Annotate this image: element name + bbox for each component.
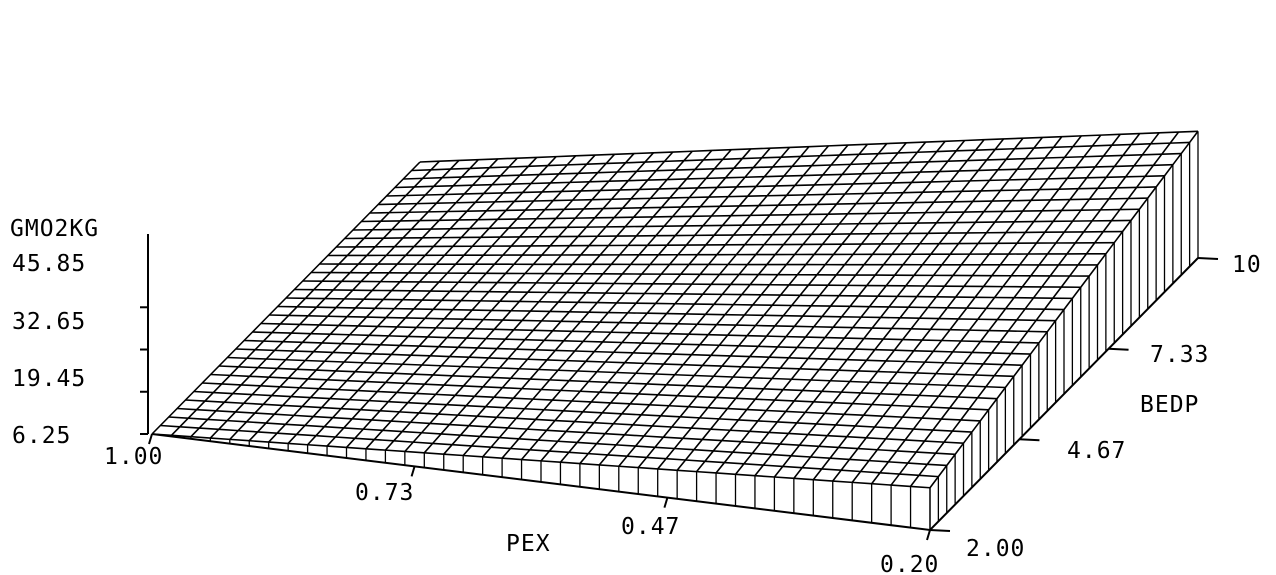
y-axis-label: BEDP	[1140, 392, 1199, 418]
surface-mesh	[151, 130, 1199, 532]
mesh-line-pex	[520, 146, 791, 461]
mesh-line-pex	[384, 152, 654, 451]
x-axis-label: PEX	[506, 531, 551, 557]
mesh-line-pex	[307, 155, 577, 446]
x-tick-label: 0.73	[355, 480, 414, 506]
mesh-line-pex	[151, 161, 421, 435]
x-tick-label: 0.47	[621, 514, 680, 540]
mesh-line-pex	[268, 156, 538, 443]
mesh-line-pex	[248, 157, 518, 442]
y-axis-tick	[929, 529, 951, 532]
mesh-line-pex	[754, 137, 1024, 477]
mesh-line-pex	[482, 148, 752, 458]
x-axis-tick	[926, 529, 931, 541]
x-axis-tick	[663, 497, 669, 508]
mesh-line-pex	[209, 159, 479, 439]
mesh-line-pex	[637, 142, 907, 469]
mesh-line-pex	[929, 130, 1199, 489]
y-tick-label: 4.67	[1067, 438, 1126, 464]
y-tick-label: 7.33	[1150, 342, 1209, 368]
y-axis-tick	[1197, 257, 1219, 260]
x-tick-label: 0.20	[880, 552, 939, 575]
mesh-line-pex	[890, 132, 1160, 486]
x-axis-tick	[410, 466, 416, 477]
mesh-line-pex	[170, 160, 441, 436]
mesh-line-pex	[734, 138, 1005, 475]
x-tick-label: 1.00	[104, 444, 163, 470]
mesh-line-pex	[423, 150, 693, 454]
mesh-line-pex	[832, 134, 1102, 482]
mesh-line-pex	[287, 156, 557, 444]
mesh-line-pex	[909, 131, 1180, 487]
mesh-line-pex	[462, 149, 732, 457]
mesh-line-pex	[773, 136, 1044, 478]
y-tick-label: 2.00	[966, 536, 1025, 562]
mesh-line-pex	[618, 143, 888, 467]
y-tick-label: 10	[1232, 252, 1262, 278]
y-axis-tick	[1108, 347, 1129, 351]
mesh-line-pex	[404, 151, 674, 453]
mesh-line-pex	[443, 149, 713, 455]
z-tick-label: 6.25	[12, 423, 71, 449]
mesh-line-pex	[871, 133, 1141, 485]
z-tick-label: 32.65	[12, 309, 86, 335]
mesh-line-pex	[812, 135, 1082, 481]
mesh-line-pex	[657, 141, 927, 470]
mesh-line-pex	[676, 140, 946, 471]
x-axis-tick	[148, 433, 153, 445]
axes	[140, 234, 1219, 541]
mesh-line-pex	[326, 154, 596, 447]
mesh-line-pex	[598, 143, 868, 466]
mesh-line-pex	[190, 159, 460, 438]
mesh-line-pex	[540, 146, 810, 462]
mesh-line-pex	[345, 153, 616, 448]
y-axis-tick	[1019, 438, 1040, 442]
z-axis-label: GMO2KG	[10, 216, 99, 242]
mesh-line-pex	[793, 136, 1063, 479]
mesh-line-pex	[715, 139, 985, 474]
mesh-line-pex	[559, 145, 830, 463]
mesh-line-pex	[579, 144, 849, 465]
mesh-line-pex	[695, 139, 966, 473]
mesh-line-pex	[501, 147, 771, 459]
mesh-line-pex	[851, 133, 1121, 483]
z-tick-label: 19.45	[12, 366, 86, 392]
mesh-line-pex	[229, 158, 499, 440]
mesh-line-pex	[365, 153, 635, 450]
z-tick-label: 45.85	[12, 251, 86, 277]
